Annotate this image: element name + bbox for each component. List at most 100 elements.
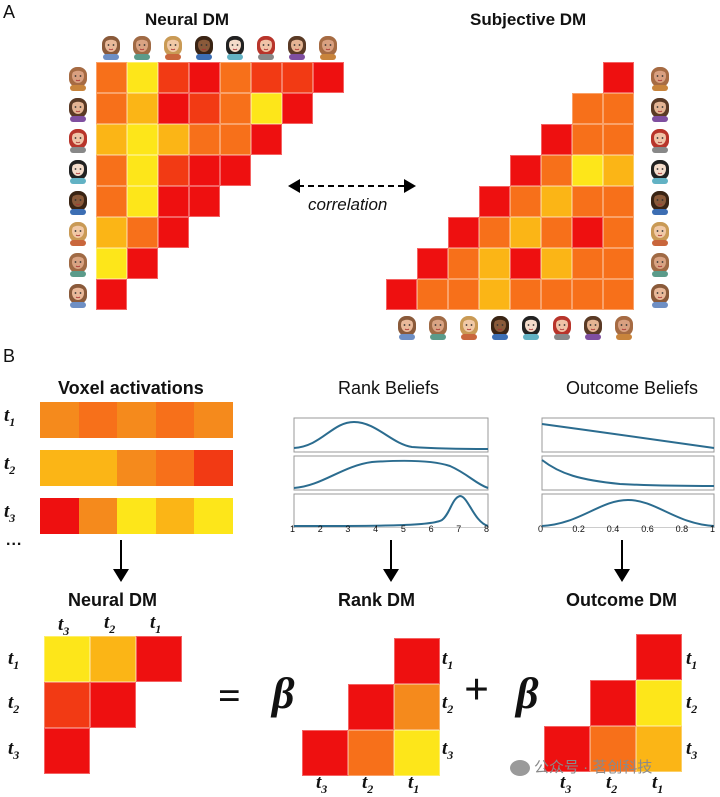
panel-a-letter: A xyxy=(3,2,16,22)
outcome-dm-cell xyxy=(636,726,682,772)
plus-sign: + xyxy=(464,665,490,714)
subjective-dm-cell xyxy=(386,279,417,310)
neural-col-t2: t2 xyxy=(104,612,116,636)
watermark: 公众号 · 茗创科技 xyxy=(510,756,652,777)
neural-dm-small-title: Neural DM xyxy=(68,590,158,610)
subjective-dm-cell xyxy=(572,248,603,279)
rank-down-arrow xyxy=(383,540,399,582)
neural-dm-cell xyxy=(158,124,189,155)
subjective-dm-title: Subjective DM xyxy=(470,10,587,29)
subjective-dm-cell xyxy=(510,217,541,248)
subjective-dm-cell xyxy=(603,279,634,310)
outcome-row-t3: t3 xyxy=(686,738,698,762)
person-face-icon xyxy=(491,316,509,340)
subjective-dm-cell xyxy=(510,186,541,217)
rank-dm-cell xyxy=(302,730,348,776)
voxel-cell xyxy=(117,498,156,534)
voxel-cell xyxy=(155,498,195,534)
neural-dm-faces-top xyxy=(96,32,344,62)
axis-tick-label: 4 xyxy=(373,524,379,534)
subjective-dm-cell xyxy=(572,279,603,310)
subjective-dm-matrix xyxy=(386,62,634,310)
outcome-col-t3: t3 xyxy=(560,772,572,796)
voxel-ellipsis: ... xyxy=(6,532,23,549)
voxel-t3-label: t3 xyxy=(4,501,16,525)
neural-dm-cell xyxy=(127,217,158,248)
outcome-col-t1: t1 xyxy=(652,772,664,796)
axis-tick-label: 2 xyxy=(317,524,323,534)
axis-tick-label: 7 xyxy=(456,524,462,534)
person-face-icon xyxy=(164,36,182,60)
subjective-dm-cell xyxy=(541,248,572,279)
neural-dm-cell xyxy=(158,62,189,93)
subjective-dm-cell xyxy=(448,248,479,279)
voxel-cell xyxy=(155,402,195,438)
person-face-icon xyxy=(226,36,244,60)
neural-dm-cell xyxy=(127,155,158,186)
outcome-beliefs-ticks: 0 0.2 0.4 0.6 0.8 1 xyxy=(538,524,716,536)
neural-dm-small-cell xyxy=(44,636,90,682)
person-face-icon xyxy=(288,36,306,60)
person-face-icon xyxy=(69,222,87,246)
person-face-icon xyxy=(651,284,669,308)
equals-sign: = xyxy=(218,673,241,718)
neural-dm-cell xyxy=(251,93,282,124)
subjective-dm-cell xyxy=(572,217,603,248)
neural-dm-cell xyxy=(220,124,251,155)
rank-dm-title: Rank DM xyxy=(338,590,416,610)
subjective-dm-cell xyxy=(603,124,634,155)
person-face-icon xyxy=(584,316,602,340)
neural-row-t1: t1 xyxy=(8,648,20,672)
correlation-label: correlation xyxy=(308,195,388,214)
outcome-dm-cell xyxy=(590,726,636,772)
rank-dm-matrix xyxy=(302,638,440,776)
neural-dm-cell xyxy=(158,186,189,217)
neural-dm-cell xyxy=(96,248,127,279)
rank-row-t3: t3 xyxy=(442,738,454,762)
subjective-dm-cell xyxy=(603,155,634,186)
axis-tick-label: 0 xyxy=(538,524,544,534)
neural-dm-matrix xyxy=(96,62,344,310)
subjective-dm-cell xyxy=(541,279,572,310)
voxel-cell xyxy=(78,450,118,486)
subjective-dm-cell xyxy=(541,217,572,248)
axis-tick-label: 8 xyxy=(484,524,490,534)
axis-tick-label: 5 xyxy=(400,524,406,534)
neural-dm-cell xyxy=(220,93,251,124)
neural-dm-small-cell xyxy=(44,682,90,728)
neural-dm-cell xyxy=(313,62,344,93)
outcome-beliefs-plot xyxy=(541,417,715,528)
person-face-icon xyxy=(195,36,213,60)
subjective-dm-cell xyxy=(541,186,572,217)
neural-dm-cell xyxy=(96,217,127,248)
neural-dm-cell xyxy=(96,186,127,217)
person-face-icon xyxy=(651,129,669,153)
subjective-dm-cell xyxy=(572,186,603,217)
voxel-cell xyxy=(194,402,233,438)
neural-dm-cell xyxy=(189,155,220,186)
voxel-t2-label: t2 xyxy=(4,453,16,477)
person-face-icon xyxy=(651,160,669,184)
subjective-dm-cell xyxy=(572,155,603,186)
neural-dm-cell xyxy=(158,217,189,248)
person-face-icon xyxy=(651,67,669,91)
neural-dm-cell xyxy=(189,62,220,93)
neural-dm-faces-left xyxy=(64,62,94,310)
subjective-dm-cell xyxy=(479,217,510,248)
neural-row-t2: t2 xyxy=(8,692,20,716)
neural-dm-cell xyxy=(220,62,251,93)
voxel-cell xyxy=(194,450,233,486)
subjective-dm-cell xyxy=(479,186,510,217)
person-face-icon xyxy=(319,36,337,60)
subjective-dm-cell xyxy=(417,248,448,279)
axis-tick-label: 0.8 xyxy=(675,524,689,534)
axis-tick-label: 1 xyxy=(290,524,296,534)
panel-b-letter: B xyxy=(3,346,16,366)
person-face-icon xyxy=(553,316,571,340)
person-face-icon xyxy=(69,160,87,184)
voxel-cell xyxy=(117,450,156,486)
neural-col-t1: t1 xyxy=(150,612,162,636)
voxel-cell xyxy=(40,450,79,486)
neural-dm-cell xyxy=(96,279,127,310)
axis-tick-label: 0.4 xyxy=(606,524,620,534)
